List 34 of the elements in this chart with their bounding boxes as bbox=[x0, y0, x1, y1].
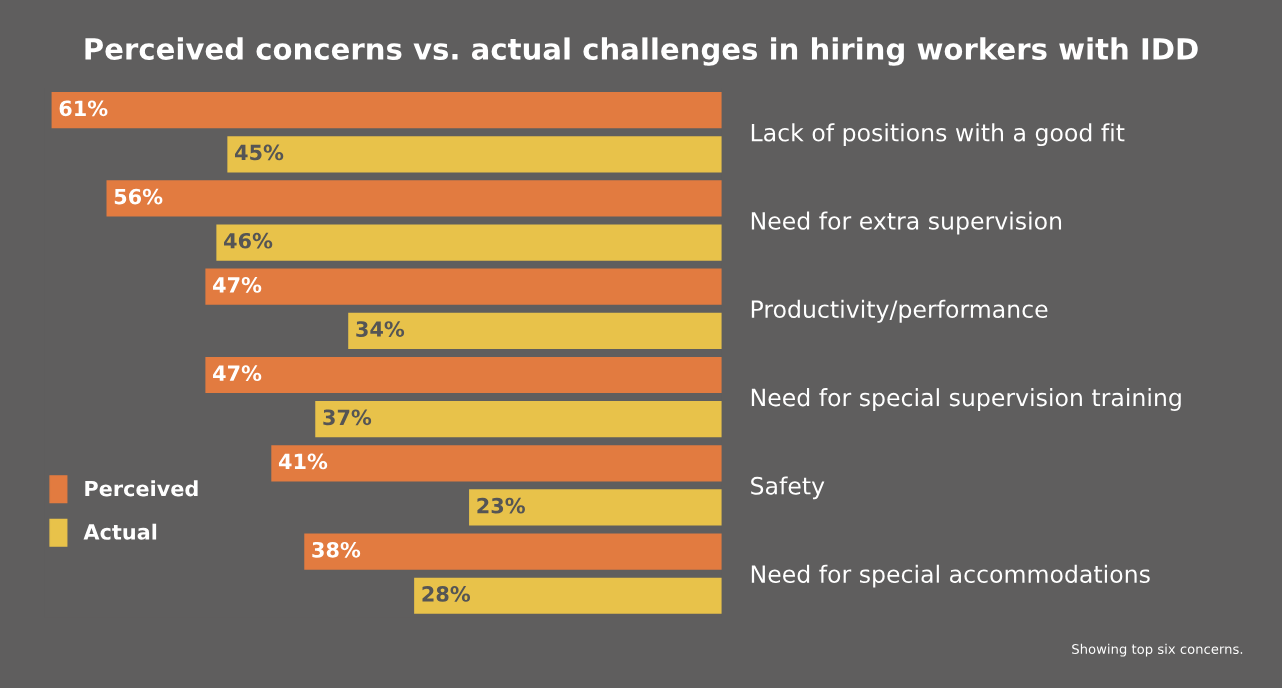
y-tick-label: Productivity/performance bbox=[751, 299, 1048, 323]
bar bbox=[414, 577, 722, 614]
bar bbox=[51, 92, 722, 129]
data-label: 47% bbox=[213, 277, 262, 293]
bar bbox=[216, 224, 722, 261]
data-label: 34% bbox=[356, 321, 405, 337]
chart-title: Perceived concerns vs. actual challenges in hiring workers with IDD bbox=[85, 37, 1198, 66]
data-label: 41% bbox=[278, 453, 328, 470]
bar bbox=[271, 445, 722, 482]
bar bbox=[469, 489, 722, 526]
bar bbox=[348, 312, 722, 349]
y-tick-label: Need for extra supervision bbox=[751, 211, 1062, 235]
bar bbox=[106, 180, 722, 217]
y-tick-label: Need for special accommodations bbox=[751, 564, 1150, 588]
y-tick-label: Safety bbox=[751, 476, 825, 500]
legend-label: Perceived bbox=[85, 480, 198, 497]
y-tick-label: Lack of positions with a good fit bbox=[751, 123, 1125, 147]
data-label: 61% bbox=[59, 100, 108, 117]
data-label: 46% bbox=[224, 232, 273, 249]
bar bbox=[205, 356, 722, 394]
data-label: 38% bbox=[312, 541, 361, 558]
data-label: 56% bbox=[114, 188, 163, 205]
bar bbox=[205, 268, 722, 305]
data-label: 23% bbox=[477, 497, 525, 514]
legend-label: Actual bbox=[83, 523, 157, 540]
data-label: 45% bbox=[235, 144, 284, 161]
y-tick-label: Need for special supervision training bbox=[751, 388, 1181, 411]
data-label: 47% bbox=[213, 365, 262, 382]
bar bbox=[315, 401, 722, 438]
bar bbox=[227, 136, 722, 173]
data-label: 28% bbox=[422, 586, 471, 602]
bar bbox=[304, 533, 722, 570]
data-label: 37% bbox=[323, 409, 372, 426]
text: Showing top six concerns. bbox=[1072, 643, 1243, 657]
